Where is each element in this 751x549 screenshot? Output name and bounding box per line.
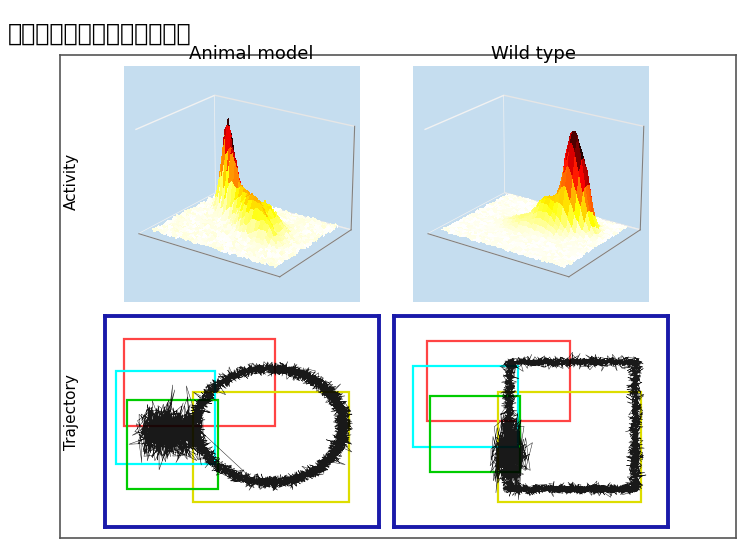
Text: Wild type: Wild type: [490, 45, 576, 63]
Text: Trajectory: Trajectory: [64, 374, 79, 450]
Text: Activity: Activity: [64, 153, 79, 210]
Bar: [116, 371, 215, 463]
Bar: [499, 392, 641, 502]
Bar: [414, 366, 517, 447]
Text: Animal model: Animal model: [189, 45, 314, 63]
Text: モデル動物による実験解析例: モデル動物による実験解析例: [8, 22, 192, 46]
Bar: [430, 396, 520, 472]
Bar: [193, 392, 349, 502]
Bar: [427, 341, 570, 422]
Bar: [125, 339, 275, 425]
Bar: [127, 400, 218, 489]
